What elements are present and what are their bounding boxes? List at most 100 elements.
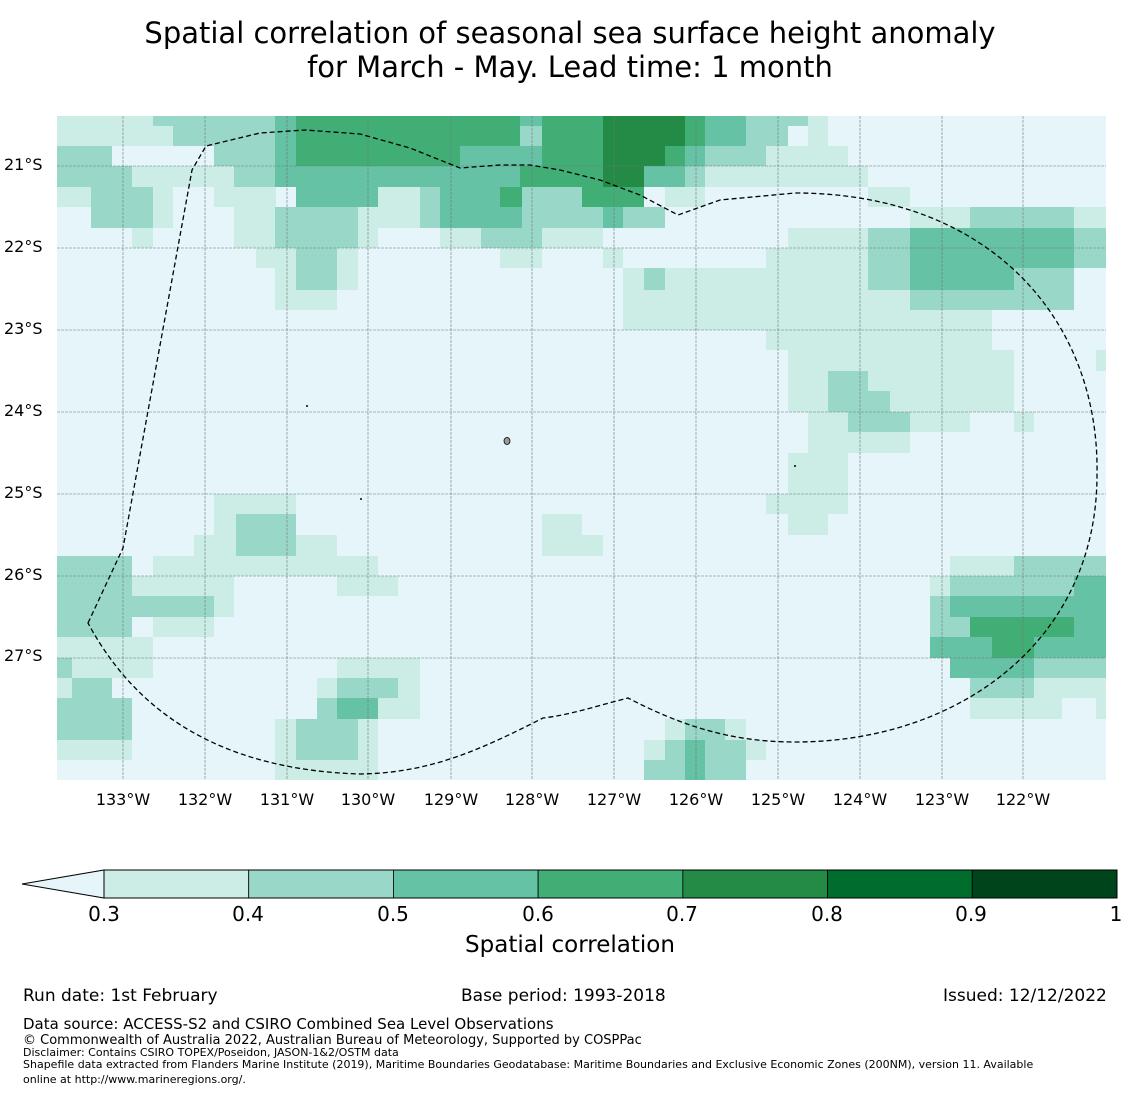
correlation-cell	[153, 556, 378, 576]
correlation-cell	[788, 350, 1014, 412]
correlation-cell	[970, 698, 1062, 719]
correlation-cell	[1014, 556, 1106, 576]
correlation-cell	[705, 146, 766, 166]
correlation-cell	[808, 116, 828, 146]
correlation-cell	[500, 187, 522, 207]
base-period: Base period: 1993-2018	[461, 986, 666, 1006]
correlation-cell	[194, 535, 214, 556]
correlation-cell	[1034, 678, 1106, 698]
correlation-cell	[950, 556, 1014, 576]
correlation-cell	[582, 535, 603, 556]
lon-label: 131°W	[259, 790, 315, 809]
correlation-cell	[194, 166, 234, 187]
colorbar-segment	[827, 869, 973, 899]
correlation-cell	[522, 187, 582, 207]
lat-label: 23°S	[4, 319, 43, 338]
correlation-cell	[685, 116, 705, 146]
correlation-cell	[788, 514, 828, 535]
correlation-cell	[685, 740, 705, 780]
colorbar-outline	[103, 869, 1118, 899]
colorbar-segment	[537, 869, 684, 899]
island-marker	[306, 405, 308, 407]
correlation-cell	[910, 228, 1014, 290]
correlation-cell	[398, 698, 420, 719]
correlation-cell	[153, 187, 173, 228]
graticule	[57, 116, 1106, 780]
correlation-cell	[337, 248, 358, 290]
correlation-cell	[910, 412, 970, 432]
correlation-cell	[930, 617, 950, 637]
lat-label: 26°S	[4, 565, 43, 584]
correlation-cell	[788, 453, 848, 494]
correlation-cell	[57, 576, 132, 637]
correlation-cell	[317, 698, 337, 719]
correlation-cell	[173, 126, 275, 146]
correlation-cell	[234, 207, 276, 248]
correlation-cell	[112, 207, 153, 228]
correlation-cell	[603, 248, 623, 268]
colorbar-tick: 0.9	[955, 902, 987, 926]
lon-label: 126°W	[668, 790, 724, 809]
colorbar-tick: 1	[1109, 902, 1123, 926]
lon-label: 122°W	[995, 790, 1051, 809]
chart-title-line-1: Spatial correlation of seasonal sea surf…	[144, 16, 996, 50]
correlation-cell	[705, 166, 868, 187]
correlation-cell	[57, 698, 132, 740]
correlation-cell	[337, 576, 398, 596]
correlation-cell	[970, 207, 1074, 228]
correlation-cell	[644, 268, 665, 290]
correlation-cell	[337, 658, 420, 678]
lon-label: 128°W	[504, 790, 560, 809]
correlation-cell	[296, 248, 337, 290]
correlation-cell	[420, 187, 440, 228]
correlation-cell	[522, 207, 603, 228]
island-marker	[360, 498, 362, 500]
lon-label: 127°W	[586, 790, 642, 809]
correlation-cell	[542, 116, 603, 166]
correlation-cell	[1034, 658, 1106, 678]
disclaimer: Disclaimer: Contains CSIRO TOPEX/Poseido…	[23, 1046, 399, 1059]
correlation-cell	[705, 116, 746, 146]
correlation-cell	[1096, 698, 1106, 719]
colorbar-tick: 0.7	[666, 902, 698, 926]
chart-title-line-2: for March - May. Lead time: 1 month	[307, 50, 833, 84]
correlation-cell	[766, 494, 848, 514]
correlation-cell	[500, 248, 542, 268]
correlation-cell	[378, 187, 420, 207]
lat-label: 27°S	[4, 646, 43, 665]
lon-label: 133°W	[95, 790, 151, 809]
colorbar-tick: 0.6	[522, 902, 554, 926]
correlation-cell	[57, 658, 72, 678]
correlation-cell	[685, 146, 705, 166]
correlation-cell	[868, 187, 910, 207]
colorbar-tick: 0.8	[811, 902, 843, 926]
correlation-cell	[440, 187, 481, 228]
correlation-cell	[910, 290, 1014, 310]
correlation-cell	[746, 116, 788, 146]
correlation-cell	[296, 116, 460, 166]
correlation-cell	[930, 576, 950, 596]
correlation-cell	[1074, 576, 1106, 637]
correlation-cell	[788, 228, 868, 248]
correlation-cell	[296, 719, 358, 760]
correlation-cell	[766, 248, 868, 268]
correlation-cell	[766, 330, 992, 350]
lat-label: 25°S	[4, 483, 43, 502]
lat-label: 24°S	[4, 401, 43, 420]
correlation-cell	[950, 596, 1106, 617]
correlation-cell	[214, 187, 276, 207]
lon-label: 125°W	[750, 790, 806, 809]
correlation-cell	[644, 166, 685, 187]
correlation-cell	[542, 514, 582, 556]
correlation-cell	[992, 637, 1034, 658]
lat-label: 21°S	[4, 155, 43, 174]
colorbar-segment	[248, 869, 394, 899]
correlation-cell	[481, 228, 542, 248]
correlation-cell	[520, 126, 542, 146]
colorbar-segment	[103, 869, 250, 899]
colorbar-tick: 0.5	[377, 902, 409, 926]
correlation-cell	[685, 719, 725, 740]
correlation-cell	[828, 371, 868, 412]
correlation-cell	[337, 678, 398, 698]
lon-label: 129°W	[423, 790, 479, 809]
